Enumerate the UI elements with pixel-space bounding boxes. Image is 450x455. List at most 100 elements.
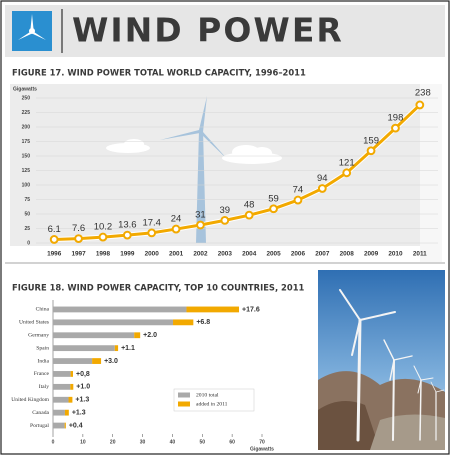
bar-segment [53, 319, 174, 326]
category-label: United Kingdom [11, 397, 49, 403]
legend-box [173, 388, 255, 412]
y-tick-label: 150 [22, 153, 31, 159]
x-tick-label: 2004 [242, 251, 257, 258]
point [269, 204, 278, 214]
chart-title: FIGURE 17. WIND POWER TOTAL WORLD CAPACI… [12, 68, 306, 78]
x-tick-label: 60 [229, 439, 235, 445]
page-title: WIND POWER [72, 11, 344, 50]
value-label: 74 [293, 185, 304, 196]
y-axis-label: Gigawatts [13, 86, 37, 92]
x-tick-label: 1996 [47, 251, 62, 258]
point [122, 230, 132, 240]
bar-segment [134, 332, 141, 339]
legend-swatch [178, 392, 190, 398]
value-label: 121 [339, 157, 355, 168]
y-tick-label: 100 [22, 182, 31, 188]
category-label: Germany [28, 333, 49, 339]
category-label: France [34, 371, 50, 377]
category-label: India [38, 358, 50, 364]
point [293, 195, 303, 205]
value-label: 24 [171, 214, 182, 225]
x-tick-label: 2005 [266, 251, 281, 258]
bar-segment [53, 345, 115, 352]
chart-title: FIGURE 18. WIND POWER CAPACITY, TOP 10 C… [12, 283, 305, 293]
point [366, 146, 376, 156]
value-label: +0.4 [69, 422, 83, 429]
point [171, 224, 181, 234]
point [342, 168, 352, 178]
y-tick-label: 175 [22, 139, 31, 145]
x-tick-label: 2006 [291, 251, 306, 258]
x-tick-label: 30 [140, 439, 146, 445]
bar-segment [53, 409, 65, 416]
x-tick-label: 2001 [169, 251, 184, 258]
value-label: 94 [317, 173, 328, 184]
value-label: 31 [195, 210, 206, 221]
legend-label: added in 2011 [196, 401, 228, 407]
line [54, 103, 421, 241]
value-label: 59 [268, 193, 279, 204]
y-tick-label: 125 [22, 168, 31, 174]
point [244, 210, 254, 220]
x-tick-label: 2003 [218, 251, 233, 258]
value-label: 7.6 [72, 223, 85, 234]
value-label: +1.1 [121, 345, 135, 352]
highlight-band [420, 84, 442, 262]
point [317, 184, 327, 193]
bar-segment [53, 332, 135, 339]
value-label: 13.6 [118, 220, 137, 231]
y-tick-label: 50 [24, 211, 30, 217]
value-label: 6.1 [48, 224, 61, 235]
legend-label: 2010 total [196, 392, 219, 398]
x-tick-label: 2009 [364, 251, 379, 258]
x-tick-label: 2007 [315, 251, 330, 258]
value-label: +0,8 [76, 371, 90, 378]
y-tick-label: 25 [24, 226, 30, 232]
point [147, 228, 157, 238]
bar-segment [53, 358, 93, 364]
value-label: +17.6 [242, 306, 260, 313]
header-band [5, 5, 445, 57]
value-label: +1.3 [75, 397, 89, 404]
bar-segment [173, 319, 194, 326]
bar-segment [70, 383, 74, 390]
value-label: 159 [363, 135, 379, 146]
category-label: United States [19, 320, 49, 326]
x-tick-label: 2011 [413, 251, 427, 258]
x-tick-label: 1997 [71, 251, 86, 258]
x-tick-label: 10 [80, 439, 86, 445]
category-label: Spain [36, 345, 49, 351]
bar-segment [53, 371, 71, 377]
x-tick-label: 2002 [193, 251, 208, 258]
category-label: Italy [39, 384, 49, 390]
bar-segment [64, 409, 69, 416]
bar-segment [114, 345, 119, 352]
point [196, 220, 205, 230]
point [98, 232, 108, 242]
x-tick-label: 2000 [145, 251, 160, 258]
value-label: +1.0 [76, 384, 90, 391]
point [49, 235, 59, 244]
y-tick-label: 75 [24, 197, 30, 203]
point [391, 123, 400, 133]
value-label: +6.8 [196, 319, 210, 326]
y-tick-label: 200 [22, 124, 31, 130]
x-tick-label: 20 [110, 439, 116, 445]
bar-segment [70, 371, 74, 377]
x-tick-label: 0 [52, 439, 55, 445]
value-label: 48 [244, 200, 255, 211]
photo [318, 270, 445, 450]
x-tick-label: 40 [170, 439, 176, 445]
bar-segment [53, 306, 187, 313]
value-label: +1.3 [72, 409, 86, 416]
category-label: Portugal [30, 423, 49, 429]
x-tick-label: 50 [200, 439, 206, 445]
value-label: +3.0 [104, 358, 118, 365]
bar-segment [92, 358, 102, 364]
value-label: 17.4 [142, 217, 161, 228]
x-tick-label: 1998 [96, 251, 111, 258]
y-tick-label: 250 [22, 95, 31, 101]
bar-segment [64, 422, 66, 429]
